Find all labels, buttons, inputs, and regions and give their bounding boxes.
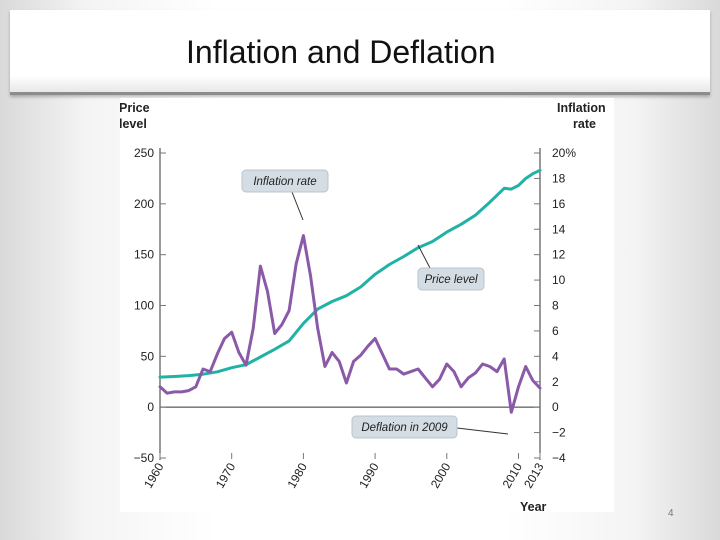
- series-group: [158, 168, 542, 414]
- inflation-rate-callout-label: Inflation rate: [253, 176, 316, 188]
- left-tick-label: 100: [134, 299, 154, 313]
- x-axis-title: Year: [520, 500, 547, 512]
- deflation-callout-box: [351, 415, 458, 439]
- left-axis-title: level: [120, 117, 147, 131]
- title-band: [10, 10, 710, 95]
- right-tick-label: −2: [552, 426, 566, 440]
- slide-title: Inflation and Deflation: [186, 34, 496, 70]
- x-tick-label: 2013: [521, 460, 547, 490]
- price-level-callout-pointer: [417, 244, 431, 269]
- price-level-line: [158, 168, 542, 379]
- price-level-callout-box: [417, 267, 485, 291]
- chart-panel: 250 200 150 100 50 0 −50 20% 18 16 14 12 10 8 6 4 2 0 −2 −4…: [120, 98, 614, 512]
- callouts-group: Inflation rate Price level Deflation in 20…: [241, 169, 509, 439]
- right-tick-label: 4: [552, 349, 559, 363]
- right-tick-label: 8: [552, 299, 559, 313]
- x-tick-label: 2000: [428, 460, 454, 490]
- price-level-callout-label: Price level: [424, 274, 477, 286]
- axes-group: 250 200 150 100 50 0 −50 20% 18 16 14 12 10 8 6 4 2 0 −2 −4…: [134, 146, 577, 491]
- deflation-callout-label: Deflation in 2009: [361, 422, 448, 434]
- right-tick-label: 0: [552, 400, 559, 414]
- right-tick-label: 14: [552, 222, 566, 236]
- inflation-rate-line: [158, 234, 542, 414]
- deflation-callout-pointer: [456, 427, 509, 435]
- page-number: 4: [668, 508, 674, 519]
- right-axis-title: Inflation: [557, 101, 606, 115]
- x-tick-label: 1990: [356, 460, 382, 490]
- left-tick-label: 250: [134, 146, 154, 160]
- inflation-rate-callout-pointer: [291, 191, 304, 221]
- right-axis-title: rate: [573, 117, 596, 131]
- right-tick-label: 20%: [552, 146, 576, 160]
- left-axis-title: Price: [120, 101, 150, 115]
- left-tick-label: 150: [134, 248, 154, 262]
- right-tick-label: 2: [552, 375, 559, 389]
- x-tick-label: 2010: [500, 460, 526, 490]
- right-tick-label: 16: [552, 197, 566, 211]
- left-tick-label: 200: [134, 197, 154, 211]
- right-tick-label: −4: [552, 451, 566, 465]
- axis-labels-group: Price level Inflation rate Year: [120, 101, 606, 512]
- x-tick-label: 1970: [213, 460, 239, 490]
- inflation-rate-callout-box: [241, 169, 329, 193]
- x-tick-label: 1980: [285, 460, 311, 490]
- left-tick-label: −50: [134, 451, 155, 465]
- right-tick-label: 6: [552, 324, 559, 338]
- right-tick-label: 12: [552, 248, 566, 262]
- right-tick-label: 10: [552, 273, 566, 287]
- left-tick-label: 0: [147, 400, 154, 414]
- right-tick-label: 18: [552, 171, 566, 185]
- inflation-deflation-chart: 250 200 150 100 50 0 −50 20% 18 16 14 12 10 8 6 4 2 0 −2 −4…: [120, 101, 606, 512]
- left-tick-label: 50: [141, 349, 155, 363]
